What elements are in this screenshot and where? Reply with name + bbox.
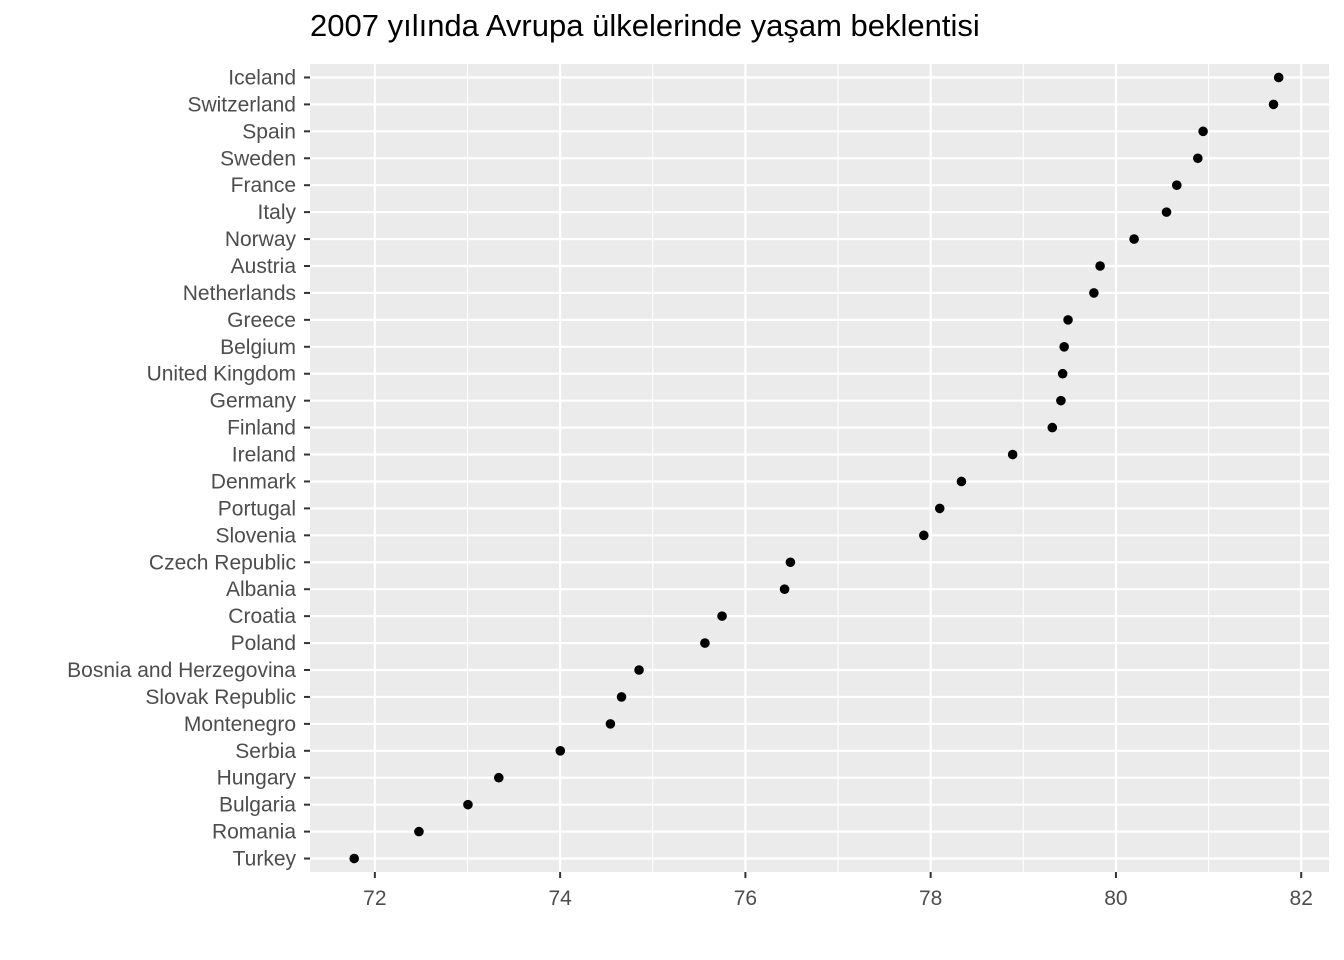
y-tick-label: France: [231, 174, 296, 197]
data-point: [1089, 288, 1099, 298]
x-tick-label: 76: [734, 887, 757, 910]
data-point: [1268, 99, 1279, 110]
y-tick-label: Greece: [227, 309, 296, 332]
data-point: [956, 476, 967, 487]
y-tick-label: Switzerland: [187, 93, 296, 116]
y-tick-label: United Kingdom: [147, 363, 296, 386]
y-tick-label: Czech Republic: [149, 551, 296, 574]
data-point: [785, 557, 796, 568]
data-point: [1198, 126, 1208, 137]
y-tick-label: Spain: [242, 120, 296, 143]
data-point: [1047, 422, 1058, 433]
y-tick-label: Sweden: [220, 147, 296, 170]
data-point: [919, 530, 929, 541]
data-point: [1056, 395, 1066, 406]
y-tick-label: Ireland: [232, 444, 296, 467]
x-tick-label: 72: [363, 887, 386, 910]
data-point: [616, 692, 627, 702]
data-point: [634, 665, 644, 675]
data-point: [1193, 153, 1203, 164]
data-point: [1095, 261, 1105, 271]
y-tick-label: Italy: [257, 201, 296, 224]
data-point: [555, 746, 566, 756]
y-tick-label: Montenegro: [184, 713, 296, 736]
x-tick-label: 74: [548, 887, 572, 910]
data-point: [349, 853, 359, 864]
y-tick-label: Albania: [226, 578, 296, 601]
data-point: [1273, 72, 1284, 83]
y-tick-label: Austria: [231, 255, 297, 278]
data-point: [1171, 180, 1182, 190]
plot-panel: [310, 64, 1329, 872]
y-tick-label: Hungary: [217, 767, 297, 790]
data-point: [605, 719, 616, 729]
y-tick-label: Netherlands: [183, 282, 296, 305]
data-point: [1161, 207, 1172, 217]
data-point: [463, 799, 473, 810]
data-point: [700, 638, 710, 648]
y-tick-label: Poland: [231, 632, 296, 655]
y-tick-label: Slovenia: [215, 524, 296, 547]
y-tick-label: Turkey: [233, 848, 297, 871]
data-point: [1129, 234, 1139, 244]
y-tick-label: Germany: [210, 390, 297, 413]
y-tick-label: Norway: [225, 228, 297, 251]
y-tick-label: Portugal: [218, 497, 296, 520]
y-tick-label: Belgium: [220, 336, 296, 359]
x-tick-label: 80: [1104, 887, 1127, 910]
y-tick-label: Bulgaria: [219, 794, 296, 817]
data-point: [1063, 315, 1073, 325]
data-point: [1059, 342, 1069, 352]
y-tick-label: Bosnia and Herzegovina: [67, 659, 296, 682]
chart-title: 2007 yılında Avrupa ülkelerinde yaşam be…: [310, 8, 980, 43]
y-tick-label: Denmark: [211, 470, 297, 493]
x-tick-label: 78: [919, 887, 942, 910]
y-tick-label: Croatia: [228, 605, 296, 628]
y-tick-label: Iceland: [228, 66, 296, 89]
y-tick-label: Romania: [212, 821, 296, 844]
x-tick-label: 82: [1290, 887, 1313, 910]
data-point: [1057, 368, 1068, 379]
data-point: [934, 503, 945, 514]
data-point: [779, 584, 790, 594]
y-tick-label: Serbia: [235, 740, 296, 763]
data-point: [1007, 449, 1018, 460]
data-point: [414, 826, 424, 837]
y-tick-label: Slovak Republic: [145, 686, 296, 709]
data-point: [717, 611, 727, 621]
y-tick-label: Finland: [227, 417, 296, 440]
data-point: [493, 772, 504, 783]
